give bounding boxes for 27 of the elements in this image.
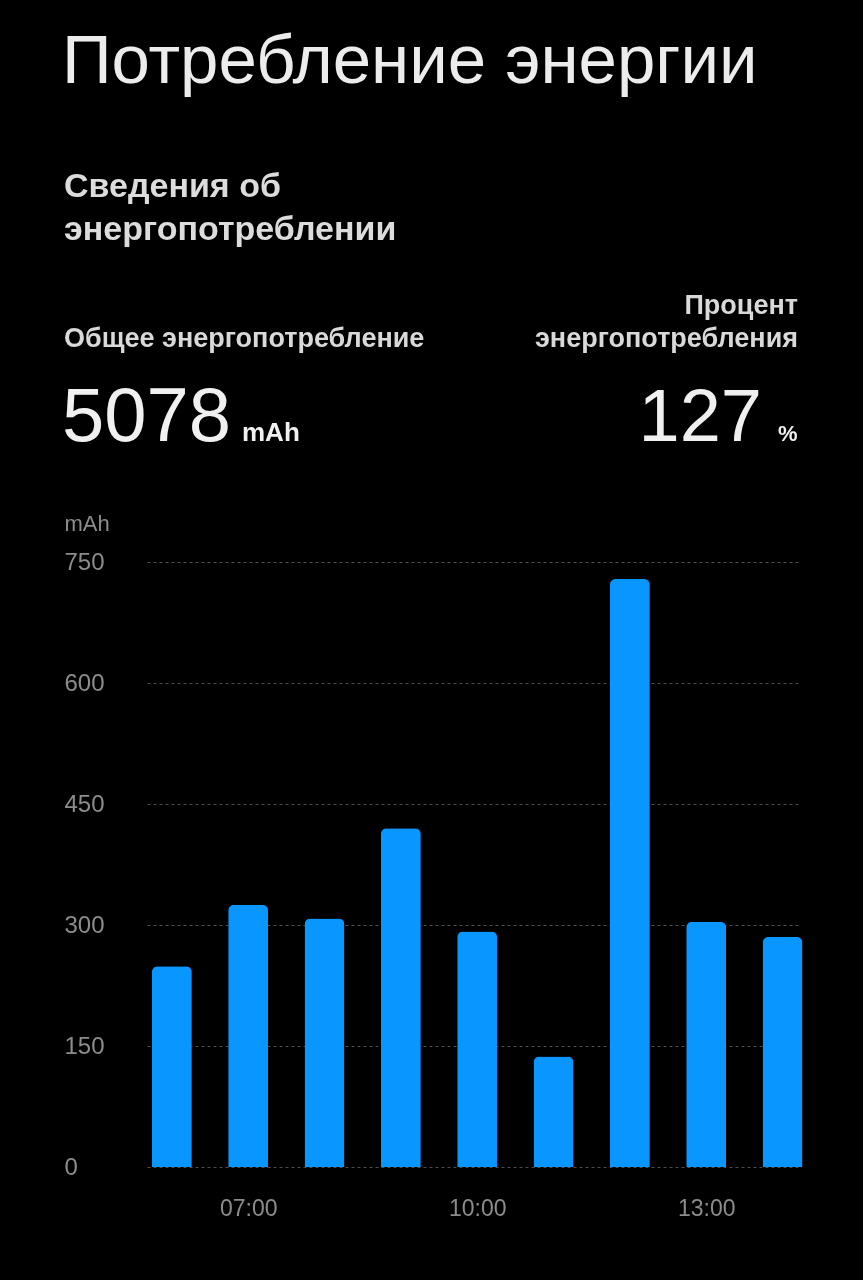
text: mAh [242,417,300,447]
y-tick-label: 450 [64,789,105,817]
x-tick-label: 07:00 [219,1194,278,1221]
bar [533,1056,574,1167]
bar [762,937,803,1167]
bar [609,578,650,1167]
bar [380,828,421,1167]
text: % [778,421,798,446]
x-tick-label: 13:00 [677,1194,736,1221]
bar [228,904,269,1167]
x-tick-label: 10:00 [448,1194,507,1221]
text: Процент энергопотребления [534,290,798,353]
bar [457,931,498,1167]
y-tick-label: 150 [64,1031,105,1059]
y-axis-title: mAh [64,510,110,536]
y-tick-label: 0 [64,1152,78,1180]
y-tick-label: 600 [64,668,105,696]
bar [686,921,727,1167]
chart-subtitle: Сведения об энергопотреблении [64,166,397,247]
text: Общее энергопотребление [64,323,425,353]
y-tick-label: 300 [64,910,105,938]
text: 5078 [62,372,232,457]
bar [304,918,345,1167]
bar [151,966,192,1167]
text: 127 [638,374,762,457]
y-tick-label: 750 [64,547,105,575]
chart-title: Потребление энергии [62,21,758,98]
